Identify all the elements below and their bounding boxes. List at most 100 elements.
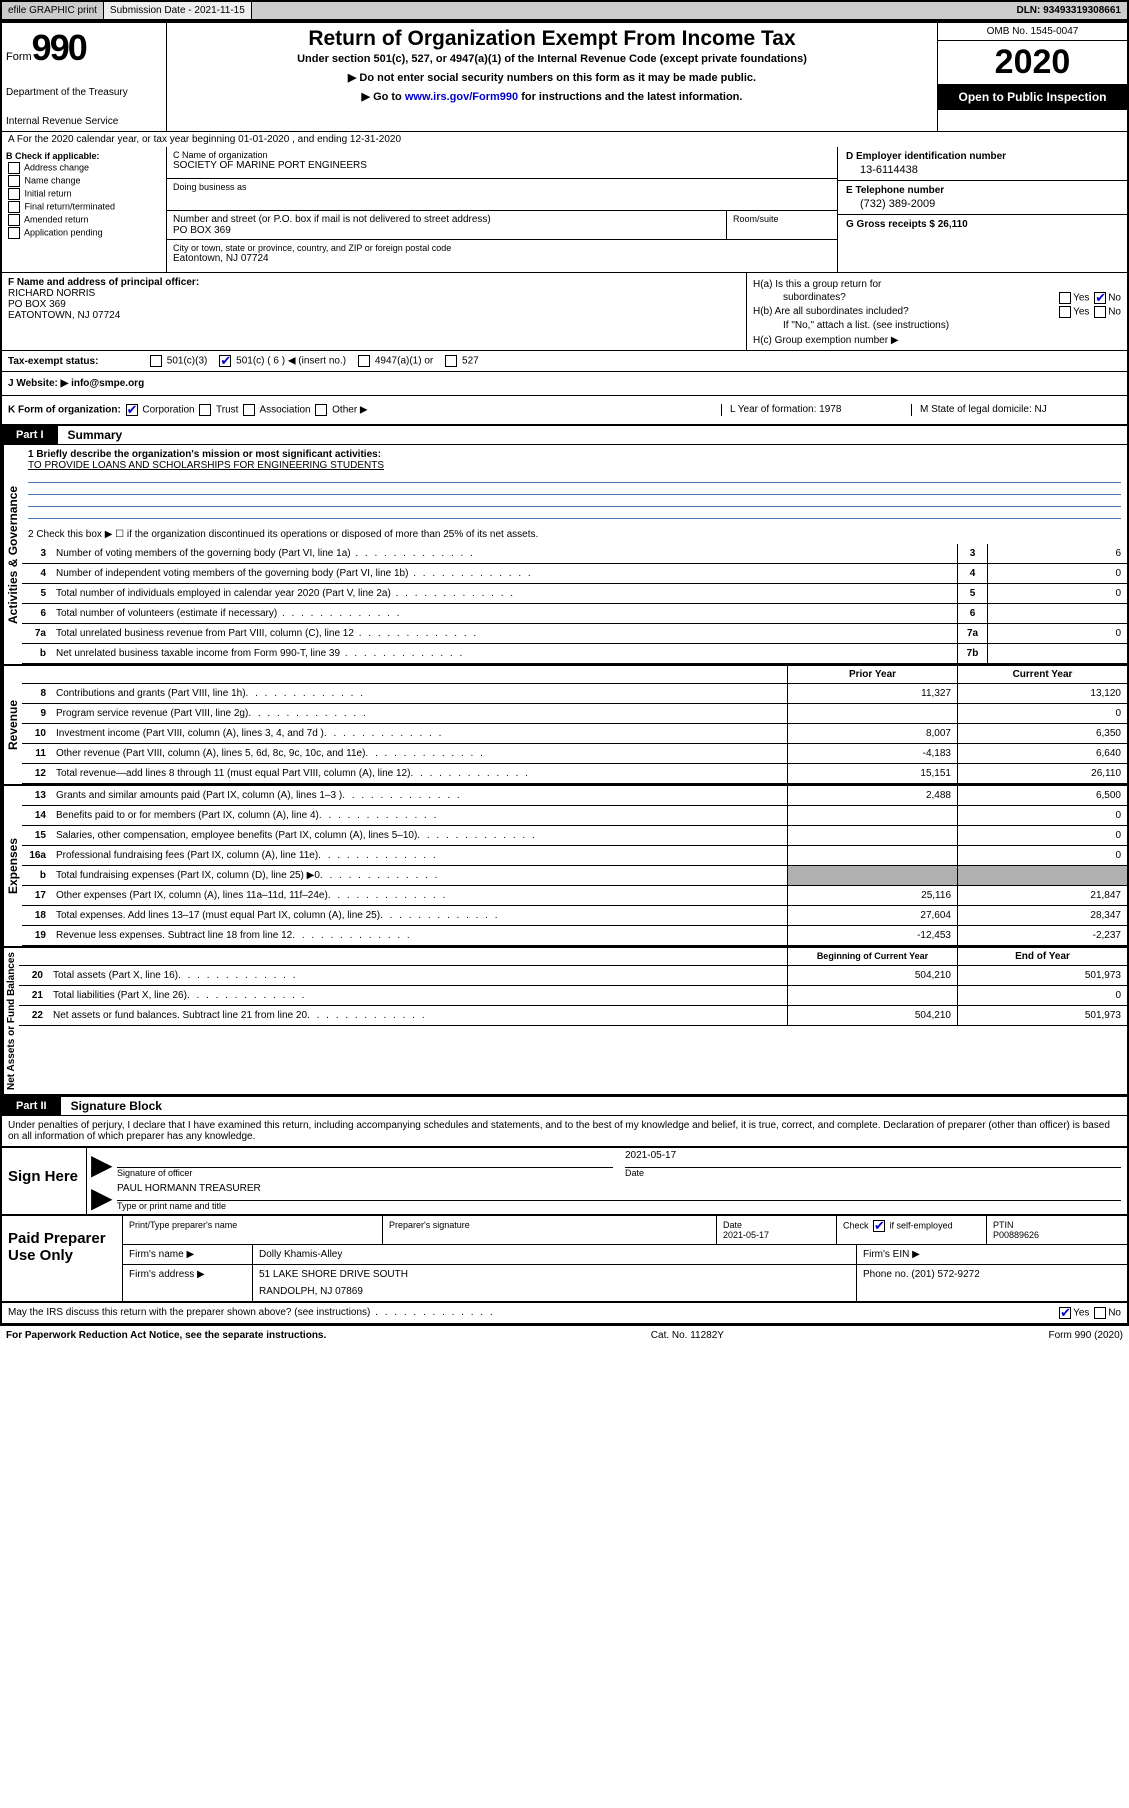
- officer-addr1: PO BOX 369: [8, 299, 740, 310]
- row-k: K Form of organization: Corporation Trus…: [2, 395, 1127, 425]
- website-value: info@smpe.org: [68, 378, 144, 389]
- year-formation: L Year of formation: 1978: [721, 404, 911, 416]
- checkbox-hb-no[interactable]: [1094, 306, 1106, 318]
- checkbox-hb-yes[interactable]: [1059, 306, 1071, 318]
- phone-lbl: Phone no. (201) 572-9272: [857, 1265, 1127, 1301]
- checkbox-initial-return[interactable]: [8, 188, 20, 200]
- prep-sig-hdr: Preparer's signature: [383, 1216, 717, 1244]
- prior-year-hdr: Prior Year: [787, 666, 957, 683]
- checkbox-501c3[interactable]: [150, 355, 162, 367]
- checkbox-trust[interactable]: [199, 404, 211, 416]
- summary-row: 6Total number of volunteers (estimate if…: [22, 604, 1127, 624]
- checkbox-ha-yes[interactable]: [1059, 292, 1071, 304]
- checkbox-ha-no[interactable]: [1094, 292, 1106, 304]
- checkbox-amended[interactable]: [8, 214, 20, 226]
- line-a: A For the 2020 calendar year, or tax yea…: [2, 131, 1127, 147]
- checkbox-may-yes[interactable]: [1059, 1307, 1071, 1319]
- state-domicile: M State of legal domicile: NJ: [911, 404, 1121, 416]
- part-1-header: Part I Summary: [2, 425, 1127, 445]
- row-f: F Name and address of principal officer:…: [2, 273, 747, 350]
- begin-year-hdr: Beginning of Current Year: [787, 948, 957, 965]
- tax-exempt-row: Tax-exempt status: 501(c)(3) 501(c) ( 6 …: [2, 350, 1127, 371]
- prep-name-hdr: Print/Type preparer's name: [123, 1216, 383, 1244]
- may-discuss-row: May the IRS discuss this return with the…: [2, 1303, 1127, 1324]
- checkbox-527[interactable]: [445, 355, 457, 367]
- data-row: 21Total liabilities (Part X, line 26)0: [19, 986, 1127, 1006]
- data-row: 19Revenue less expenses. Subtract line 1…: [22, 926, 1127, 946]
- data-row: 15Salaries, other compensation, employee…: [22, 826, 1127, 846]
- instructions-link[interactable]: www.irs.gov/Form990: [405, 91, 518, 103]
- side-governance: Activities & Governance: [2, 445, 22, 664]
- ein: 13-6114438: [846, 162, 1119, 176]
- addr: PO BOX 369: [173, 225, 720, 236]
- part-2-header: Part II Signature Block: [2, 1096, 1127, 1116]
- end-year-hdr: End of Year: [957, 948, 1127, 965]
- checkbox-final-return[interactable]: [8, 201, 20, 213]
- sign-block: Sign Here ▶ Signature of officer 2021-05…: [2, 1146, 1127, 1216]
- summary-row: 4Number of independent voting members of…: [22, 564, 1127, 584]
- form-title: Return of Organization Exempt From Incom…: [171, 27, 933, 51]
- officer-name: RICHARD NORRIS: [8, 288, 740, 299]
- summary-row: 5Total number of individuals employed in…: [22, 584, 1127, 604]
- checkbox-address-change[interactable]: [8, 162, 20, 174]
- col-b: B Check if applicable: Address change Na…: [2, 147, 167, 272]
- tel: (732) 389-2009: [846, 196, 1119, 210]
- checkbox-corp[interactable]: [126, 404, 138, 416]
- data-row: bTotal fundraising expenses (Part IX, co…: [22, 866, 1127, 886]
- officer-addr2: EATONTOWN, NJ 07724: [8, 310, 740, 321]
- form-ref: Form 990 (2020): [1049, 1330, 1123, 1341]
- checkbox-app-pending[interactable]: [8, 227, 20, 239]
- side-net: Net Assets or Fund Balances: [2, 948, 19, 1094]
- data-row: 22Net assets or fund balances. Subtract …: [19, 1006, 1127, 1026]
- summary-row: bNet unrelated business taxable income f…: [22, 644, 1127, 664]
- line-2: 2 Check this box ▶ ☐ if the organization…: [22, 525, 1127, 544]
- row-j: J Website: ▶ info@smpe.org: [2, 371, 1127, 395]
- c-name-lbl: C Name of organization: [173, 150, 831, 160]
- checkbox-other[interactable]: [315, 404, 327, 416]
- b-header: B Check if applicable:: [6, 151, 162, 161]
- data-row: 8Contributions and grants (Part VIII, li…: [22, 684, 1127, 704]
- firm-ein-lbl: Firm's EIN ▶: [857, 1245, 1127, 1264]
- ein-lbl: D Employer identification number: [846, 151, 1119, 162]
- firm-addr2: RANDOLPH, NJ 07869: [259, 1286, 850, 1297]
- firm-addr1: 51 LAKE SHORE DRIVE SOUTH: [259, 1269, 850, 1280]
- gross-lbl: G Gross receipts $ 26,110: [846, 219, 1119, 230]
- checkbox-name-change[interactable]: [8, 175, 20, 187]
- checkbox-self-employed[interactable]: [873, 1220, 885, 1232]
- summary-row: 3Number of voting members of the governi…: [22, 544, 1127, 564]
- checkbox-may-no[interactable]: [1094, 1307, 1106, 1319]
- tel-lbl: E Telephone number: [846, 185, 1119, 196]
- data-row: 11Other revenue (Part VIII, column (A), …: [22, 744, 1127, 764]
- checkbox-assoc[interactable]: [243, 404, 255, 416]
- mission-text: TO PROVIDE LOANS AND SCHOLARSHIPS FOR EN…: [28, 460, 1121, 471]
- data-row: 10Investment income (Part VIII, column (…: [22, 724, 1127, 744]
- data-row: 9Program service revenue (Part VIII, lin…: [22, 704, 1127, 724]
- checkbox-501c[interactable]: [219, 355, 231, 367]
- top-bar: efile GRAPHIC print Submission Date - 20…: [0, 0, 1129, 21]
- officer-print-name: PAUL HORMANN TREASURER: [117, 1183, 1121, 1201]
- preparer-block: Paid Preparer Use Only Print/Type prepar…: [2, 1216, 1127, 1303]
- omb-number: OMB No. 1545-0047: [938, 23, 1127, 41]
- row-h: H(a) Is this a group return for subordin…: [747, 273, 1127, 350]
- data-row: 13Grants and similar amounts paid (Part …: [22, 786, 1127, 806]
- ptin: P00889626: [993, 1230, 1039, 1240]
- form-body: Form 990 Department of the Treasury Inte…: [0, 21, 1129, 1326]
- subtitle-3: ▶ Go to www.irs.gov/Form990 for instruct…: [171, 90, 933, 103]
- name-title-lbl: Type or print name and title: [117, 1201, 1121, 1211]
- header: Form 990 Department of the Treasury Inte…: [2, 23, 1127, 131]
- data-row: 18Total expenses. Add lines 13–17 (must …: [22, 906, 1127, 926]
- sig-arrow-icon-2: ▶: [87, 1181, 111, 1214]
- data-row: 16aProfessional fundraising fees (Part I…: [22, 846, 1127, 866]
- side-revenue: Revenue: [2, 666, 22, 784]
- dln: DLN: 93493319308661: [1010, 2, 1127, 19]
- summary-row: 7aTotal unrelated business revenue from …: [22, 624, 1127, 644]
- submission-date[interactable]: Submission Date - 2021-11-15: [104, 2, 252, 19]
- sig-officer-lbl: Signature of officer: [117, 1168, 613, 1178]
- efile-label[interactable]: efile GRAPHIC print: [2, 2, 104, 19]
- perjury-text: Under penalties of perjury, I declare th…: [2, 1116, 1127, 1146]
- checkbox-4947[interactable]: [358, 355, 370, 367]
- data-row: 12Total revenue—add lines 8 through 11 (…: [22, 764, 1127, 784]
- open-inspect: Open to Public Inspection: [938, 84, 1127, 110]
- dba-lbl: Doing business as: [173, 182, 831, 192]
- room-lbl: Room/suite: [727, 211, 837, 239]
